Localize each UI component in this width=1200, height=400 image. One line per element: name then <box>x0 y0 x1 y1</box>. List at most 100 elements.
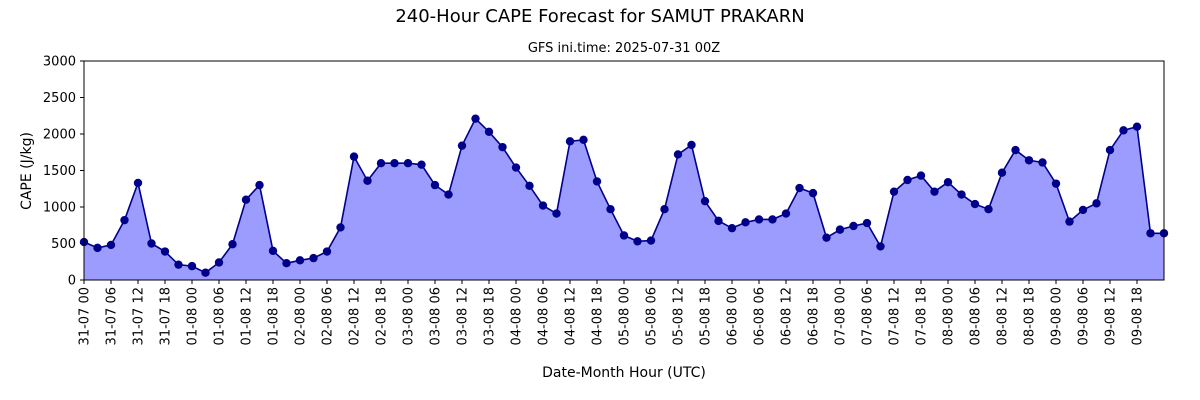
x-tick-label: 07-08 06 <box>861 287 876 345</box>
data-point <box>133 178 143 188</box>
x-tick-label: 03-08 00 <box>402 287 417 345</box>
x-tick-label: 03-08 18 <box>483 287 498 345</box>
x-tick-label: 08-08 18 <box>1023 287 1038 345</box>
data-point <box>687 140 696 150</box>
data-point <box>1132 122 1142 131</box>
x-tick-label: 02-08 00 <box>294 287 309 345</box>
x-tick-label: 04-08 06 <box>537 287 552 345</box>
data-point <box>808 188 818 198</box>
data-point <box>646 236 656 245</box>
data-point <box>970 199 980 209</box>
data-point <box>106 240 116 250</box>
data-point <box>754 215 764 224</box>
data-point <box>1092 199 1101 208</box>
x-tick-label: 02-08 12 <box>348 287 363 345</box>
x-tick-label: 07-08 18 <box>915 287 930 345</box>
data-point <box>376 159 386 168</box>
data-point <box>187 261 197 271</box>
x-tick-label: 04-08 18 <box>591 287 606 345</box>
y-tick-label: 2500 <box>43 91 76 106</box>
data-point <box>174 260 183 269</box>
data-point <box>916 171 926 180</box>
data-point <box>147 239 156 248</box>
x-tick-label: 31-07 00 <box>78 287 93 345</box>
data-point <box>579 135 588 145</box>
x-tick-label: 02-08 06 <box>321 287 336 345</box>
x-tick-label: 08-08 06 <box>969 287 984 345</box>
data-point <box>660 204 669 214</box>
data-point <box>241 195 251 204</box>
data-point <box>633 237 642 246</box>
data-point <box>228 240 237 249</box>
plot-area: 0 500 1000 1500 2000 2500 3000 31-07 00 31-07 06… <box>43 55 1169 345</box>
y-axis-label: CAPE (J/kg) <box>19 132 35 210</box>
x-tick-label: 04-08 12 <box>564 287 579 345</box>
data-point <box>120 215 129 225</box>
data-point <box>336 223 345 232</box>
data-point <box>768 215 777 224</box>
data-point <box>538 201 548 210</box>
x-tick-label: 04-08 00 <box>510 287 525 345</box>
y-tick-label: 0 <box>68 274 76 289</box>
x-tick-label: 08-08 12 <box>996 287 1011 345</box>
x-tick-label: 01-08 18 <box>267 287 282 345</box>
data-point <box>835 225 845 234</box>
y-tick-label: 500 <box>51 237 76 252</box>
data-point <box>93 243 102 253</box>
x-tick-label: 09-08 12 <box>1104 287 1119 345</box>
chart-title: 240-Hour CAPE Forecast for SAMUT PRAKARN <box>395 6 804 27</box>
data-point <box>390 159 399 168</box>
data-point <box>930 187 939 196</box>
data-point <box>943 177 953 187</box>
data-point <box>1024 156 1034 165</box>
x-tick-label: 07-08 00 <box>834 287 849 345</box>
y-tick-label: 2000 <box>43 128 76 143</box>
x-tick-label: 07-08 12 <box>888 287 903 345</box>
data-point <box>552 209 561 218</box>
data-point <box>295 256 305 265</box>
data-point <box>714 216 723 226</box>
data-point <box>795 183 804 193</box>
x-tick-label: 06-08 00 <box>726 287 741 345</box>
x-tick-label: 05-08 00 <box>618 287 633 345</box>
data-point <box>457 141 467 150</box>
y-tick-label: 3000 <box>43 55 76 70</box>
data-point <box>592 177 602 186</box>
data-point <box>565 137 575 146</box>
x-tick-label: 09-08 06 <box>1077 287 1092 345</box>
data-point <box>606 204 615 214</box>
data-point <box>309 253 318 263</box>
data-point <box>619 231 629 240</box>
data-point <box>255 180 264 190</box>
x-tick-label: 31-07 06 <box>105 287 120 345</box>
data-point <box>349 152 359 161</box>
data-point <box>214 258 224 267</box>
data-point <box>741 218 750 227</box>
x-tick-label: 02-08 18 <box>375 287 390 345</box>
data-point <box>268 246 278 255</box>
x-tick-label: 01-08 00 <box>186 287 201 345</box>
data-point <box>889 187 899 196</box>
x-tick-label: 05-08 18 <box>699 287 714 345</box>
data-point <box>282 259 291 268</box>
data-point <box>997 168 1007 177</box>
y-tick-label: 1000 <box>43 201 76 216</box>
data-point <box>430 180 440 190</box>
data-point <box>903 175 912 185</box>
data-point <box>511 163 521 172</box>
x-tick-label: 05-08 12 <box>672 287 687 345</box>
data-point <box>1051 179 1061 188</box>
data-point <box>849 221 858 231</box>
data-point <box>525 181 534 191</box>
chart-subtitle: GFS ini.time: 2025-07-31 00Z <box>528 41 720 56</box>
data-point <box>862 218 872 228</box>
data-point <box>403 159 413 168</box>
x-tick-label: 01-08 12 <box>240 287 255 345</box>
data-point <box>471 114 480 123</box>
data-point <box>498 142 507 152</box>
data-point <box>363 176 372 185</box>
data-point <box>1078 205 1088 215</box>
x-tick-label: 05-08 06 <box>645 287 660 345</box>
data-point <box>673 150 683 159</box>
